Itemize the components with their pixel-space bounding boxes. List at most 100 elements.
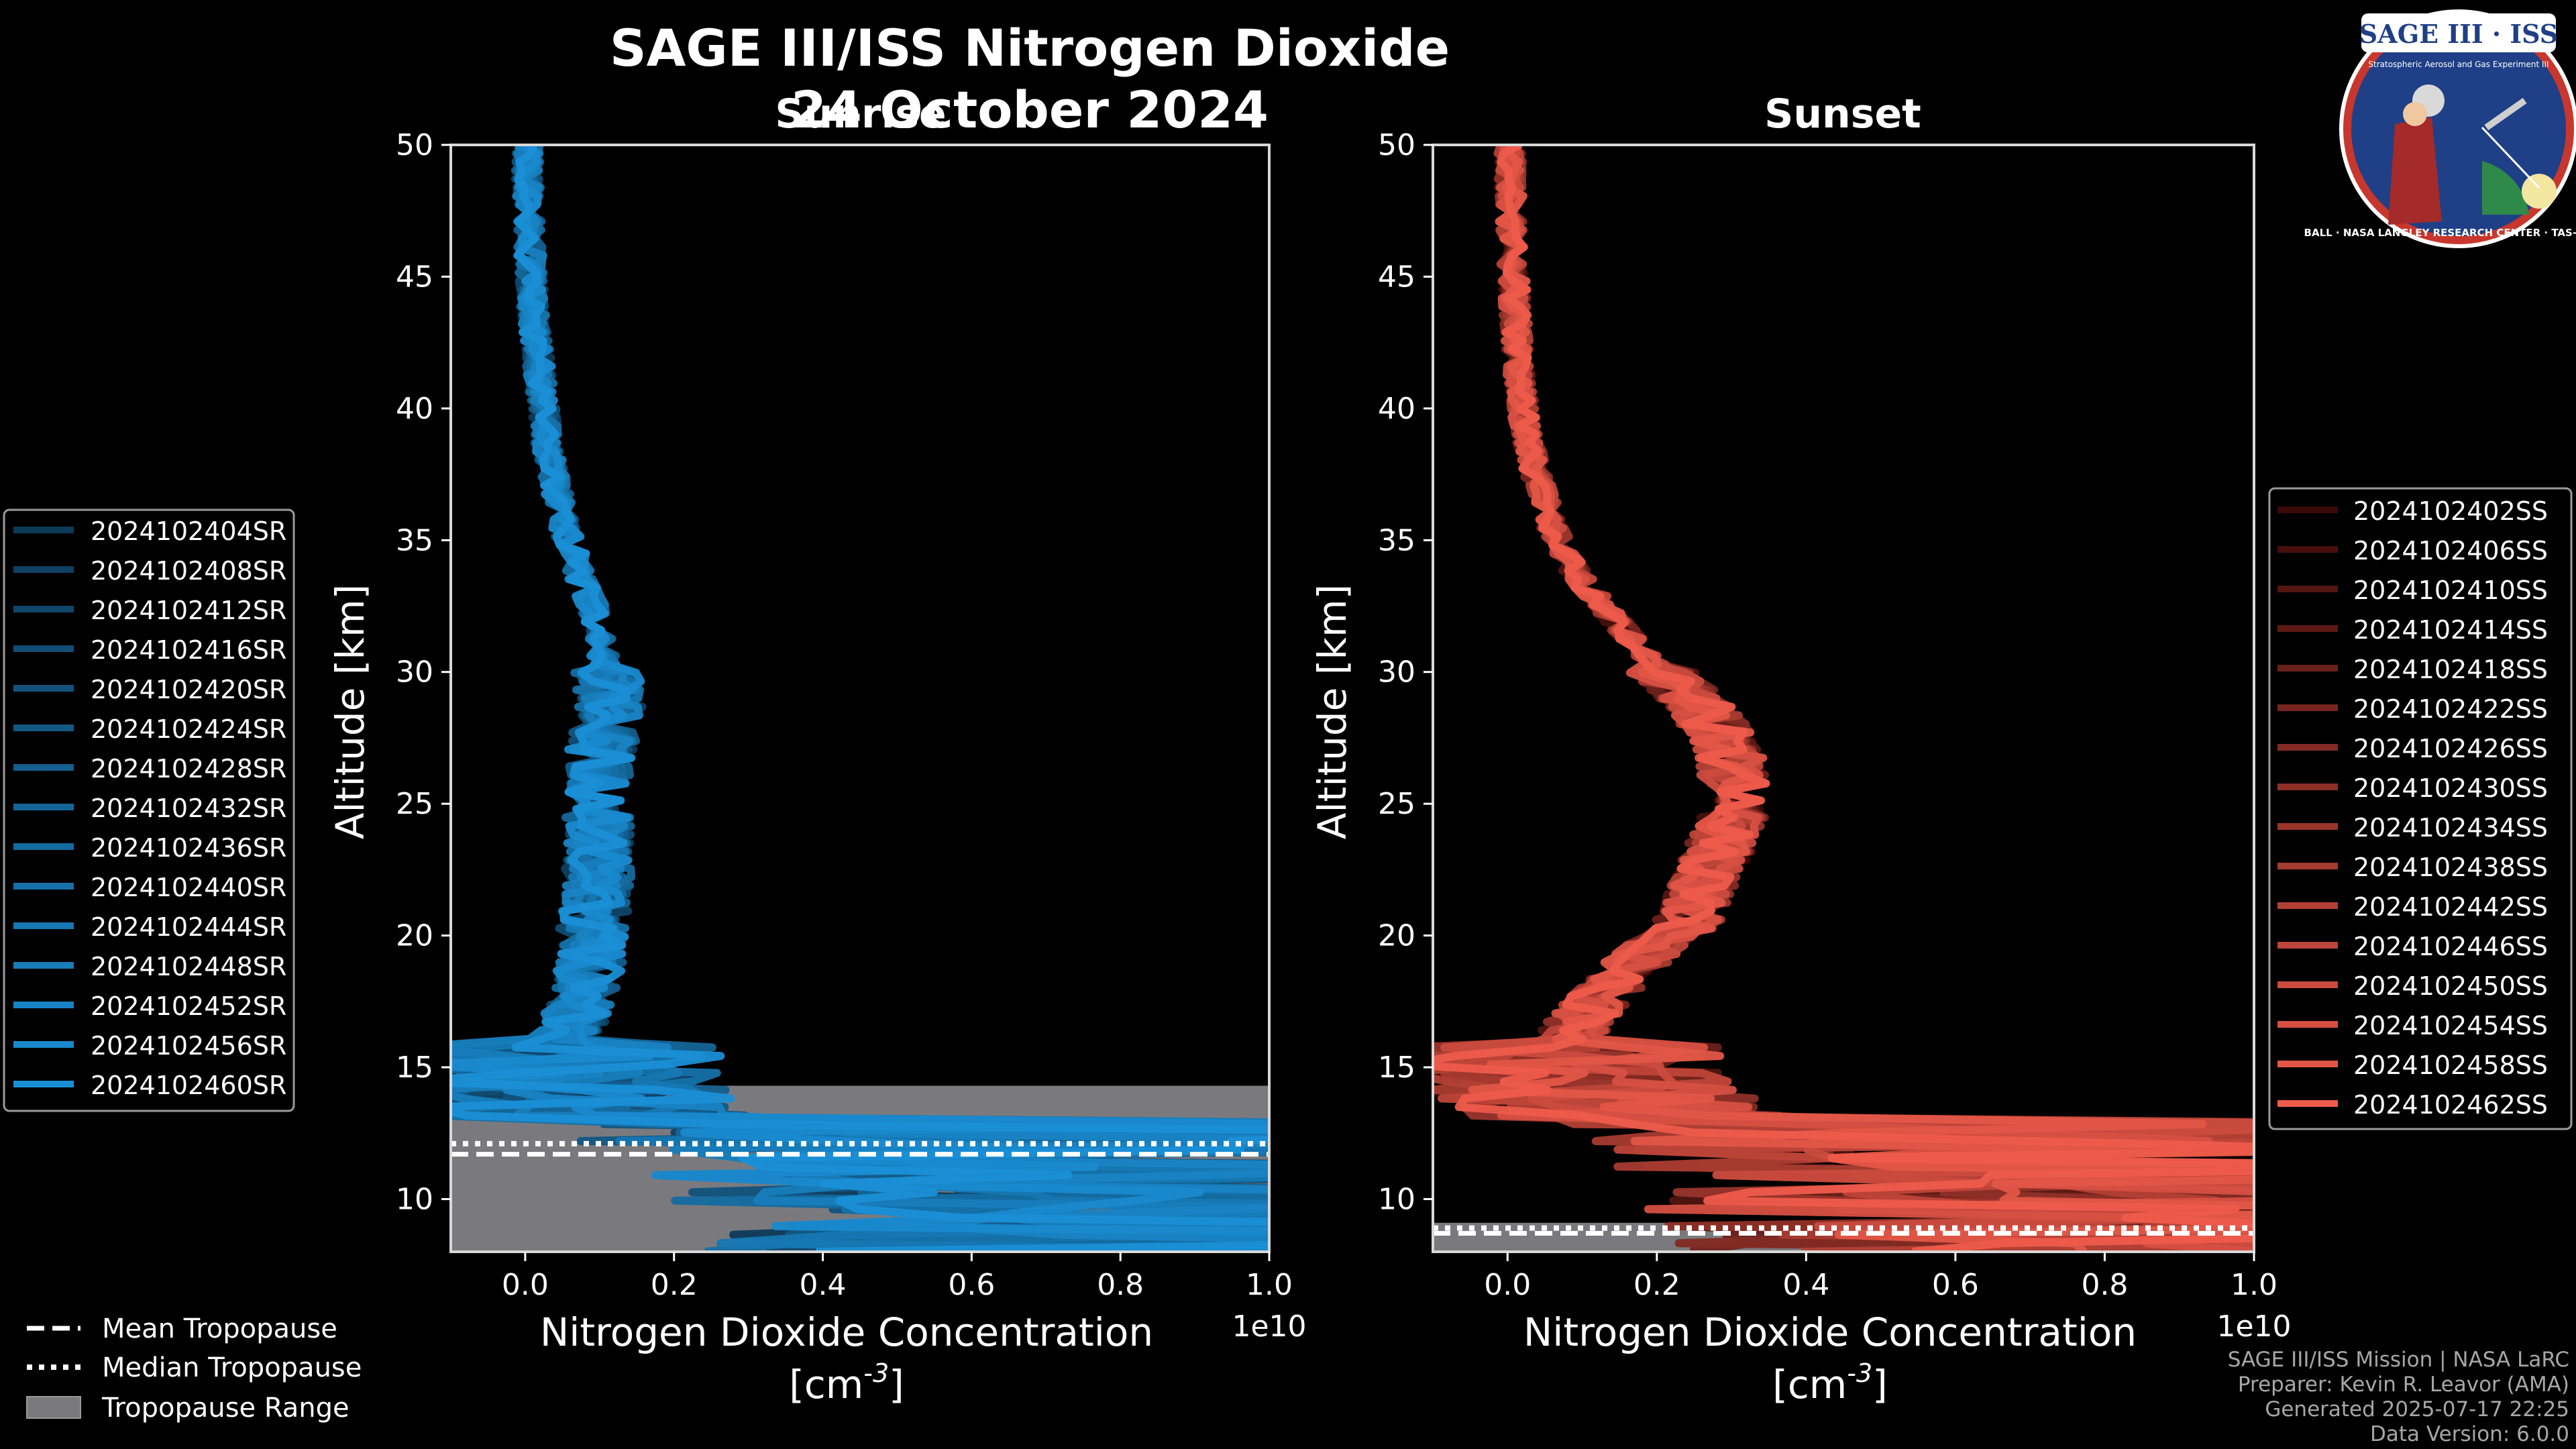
x-axis-multiplier: 1e10 xyxy=(1232,1309,1306,1344)
figure-date: 24 October 2024 xyxy=(791,80,1269,140)
x-tick-label: 0.2 xyxy=(651,1268,698,1302)
logo-tagline: Stratospheric Aerosol and Gas Experiment… xyxy=(2368,60,2548,69)
x-tick-label: 0.6 xyxy=(1932,1268,1979,1302)
sunrise-legend: 2024102404SR 2024102408SR 2024102412SR 2024… xyxy=(3,508,295,1112)
legend-label-2024102424SR: 2024102424SR xyxy=(91,714,286,744)
series-line-2024102462SS xyxy=(1433,145,2254,1252)
legend-label-2024102458SS: 2024102458SS xyxy=(2353,1051,2548,1080)
sunset-legend-frame xyxy=(2268,487,2573,1130)
y-axis-label: Altitude [km] xyxy=(327,584,373,839)
x-tick-label: 0.6 xyxy=(948,1268,995,1302)
legend-label-2024102428SR: 2024102428SR xyxy=(91,754,286,784)
logo-beam-icon xyxy=(2481,126,2540,189)
y-tick-label: 15 xyxy=(1378,1051,1415,1085)
footer-credits: SAGE III/ISS Mission | NASA LaRC Prepare… xyxy=(2228,1348,2569,1446)
legend-label-2024102418SS: 2024102418SS xyxy=(2353,655,2548,684)
footer-data-version: Data Version: 6.0.0 xyxy=(2370,1422,2569,1446)
plot-area xyxy=(451,145,1269,1252)
legend-label-2024102450SS: 2024102450SS xyxy=(2353,971,2548,1001)
logo-figure-robe xyxy=(2388,117,2442,225)
x-tick-label: 0.8 xyxy=(2081,1268,2128,1302)
legend-label-2024102440SR: 2024102440SR xyxy=(91,873,286,902)
x-axis-unit: [cm-3] xyxy=(789,1358,904,1407)
x-tick-label: 1.0 xyxy=(1246,1268,1293,1302)
tropopause-range-label: Tropopause Range xyxy=(101,1393,350,1424)
logo-border xyxy=(2339,9,2576,248)
y-tick-label: 10 xyxy=(396,1182,433,1216)
x-tick-label: 0.0 xyxy=(502,1268,549,1302)
x-axis-label: Nitrogen Dioxide Concentration xyxy=(1523,1309,2137,1355)
logo-name: SAGE III · ISS xyxy=(2359,19,2558,49)
footer-generated: Generated 2025-07-17 22:25 xyxy=(2265,1397,2569,1421)
legend-label-2024102434SS: 2024102434SS xyxy=(2353,813,2548,843)
legend-label-2024102432SR: 2024102432SR xyxy=(91,794,286,823)
legend-label-2024102402SS: 2024102402SS xyxy=(2353,496,2548,526)
legend-label-2024102420SR: 2024102420SR xyxy=(91,675,286,704)
sunrise-legend-frame xyxy=(3,508,295,1112)
logo-sun-icon xyxy=(2522,174,2557,209)
median-tropopause-label: Median Tropopause xyxy=(102,1352,362,1383)
axes-frame xyxy=(1432,144,2255,1253)
legend-label-2024102446SS: 2024102446SS xyxy=(2353,932,2548,961)
legend-label-2024102442SS: 2024102442SS xyxy=(2353,892,2548,922)
y-tick-label: 45 xyxy=(1378,260,1415,294)
x-tick-label: 0.4 xyxy=(800,1268,847,1302)
y-tick-label: 45 xyxy=(396,260,433,294)
series-line-2024102458SS xyxy=(1468,145,2254,1252)
y-tick-label: 35 xyxy=(1378,523,1415,557)
x-tick-label: 0.4 xyxy=(1782,1268,1829,1302)
y-tick-label: 20 xyxy=(396,919,433,953)
legend-label-2024102452SR: 2024102452SR xyxy=(91,991,286,1021)
y-tick-label: 25 xyxy=(396,787,433,821)
y-tick-label: 25 xyxy=(1378,787,1415,821)
y-tick-label: 30 xyxy=(396,655,433,690)
y-tick-label: 30 xyxy=(1378,655,1415,690)
legend-label-2024102414SS: 2024102414SS xyxy=(2353,615,2548,645)
sunrise-panel-title: Sunrise xyxy=(775,91,946,138)
logo-banner xyxy=(2361,13,2556,52)
x-axis-multiplier: 1e10 xyxy=(2216,1309,2291,1344)
figure-title: SAGE III/ISS Nitrogen Dioxide xyxy=(610,18,1450,78)
legend-label-2024102426SS: 2024102426SS xyxy=(2353,734,2548,763)
legend-label-2024102404SR: 2024102404SR xyxy=(91,517,286,546)
legend-label-2024102454SS: 2024102454SS xyxy=(2353,1011,2548,1040)
legend-label-2024102410SS: 2024102410SS xyxy=(2353,576,2548,605)
legend-label-2024102422SS: 2024102422SS xyxy=(2353,694,2548,724)
tropopause-range-swatch xyxy=(26,1396,81,1419)
footer-preparer: Preparer: Kevin R. Leavor (AMA) xyxy=(2238,1373,2569,1397)
legend-label-2024102448SR: 2024102448SR xyxy=(91,952,286,981)
x-tick-label: 0.0 xyxy=(1484,1268,1531,1302)
sunrise-chart: 10 15 20 25 30 35 40 45 50 0.0 0.2 0.4 0.6 0.8 1.0 1e10… xyxy=(327,128,1307,1407)
y-tick-label: 10 xyxy=(1378,1182,1415,1216)
legend-label-2024102456SR: 2024102456SR xyxy=(91,1031,286,1061)
legend-label-2024102416SR: 2024102416SR xyxy=(91,635,286,665)
axes-frame xyxy=(449,144,1271,1253)
logo-earth-icon xyxy=(2482,161,2529,215)
logo-figure-head xyxy=(2403,102,2427,126)
x-tick-label: 0.8 xyxy=(1097,1268,1144,1302)
y-tick-label: 50 xyxy=(1378,128,1415,162)
legend-label-2024102412SR: 2024102412SR xyxy=(91,596,286,625)
legend-label-2024102438SS: 2024102438SS xyxy=(2353,853,2548,882)
x-tick-label: 0.2 xyxy=(1633,1268,1680,1302)
legend-label-2024102406SS: 2024102406SS xyxy=(2353,536,2548,566)
legend-label-2024102436SR: 2024102436SR xyxy=(91,833,286,863)
y-tick-label: 15 xyxy=(396,1051,433,1085)
sunset-legend: 2024102402SS 2024102406SS 2024102410SS 2024… xyxy=(2268,487,2573,1130)
sage-iii-iss-logo: SAGE III · ISS Stratospheric Aerosol and… xyxy=(2304,9,2576,248)
mean-tropopause-label: Mean Tropopause xyxy=(102,1313,337,1344)
logo-ring-text: BALL · NASA LANGLEY RESEARCH CENTER · TA… xyxy=(2304,227,2576,239)
y-axis-label: Altitude [km] xyxy=(1309,584,1355,839)
x-tick-label: 1.0 xyxy=(2231,1268,2277,1302)
legend-label-2024102460SR: 2024102460SR xyxy=(91,1071,286,1100)
y-tick-label: 20 xyxy=(1378,919,1415,953)
legend-label-2024102430SS: 2024102430SS xyxy=(2353,773,2548,803)
legend-label-2024102462SS: 2024102462SS xyxy=(2353,1090,2548,1120)
series-line-2024102460SR xyxy=(451,145,1269,1252)
footer-mission: SAGE III/ISS Mission | NASA LaRC xyxy=(2228,1348,2569,1372)
logo-iss-station-icon xyxy=(2484,97,2527,131)
tropopause-legend: Mean Tropopause Median Tropopause Tropop… xyxy=(26,1313,362,1424)
x-axis-unit: [cm-3] xyxy=(1772,1358,1888,1407)
x-axis-label: Nitrogen Dioxide Concentration xyxy=(540,1309,1153,1355)
y-tick-label: 50 xyxy=(396,128,433,162)
